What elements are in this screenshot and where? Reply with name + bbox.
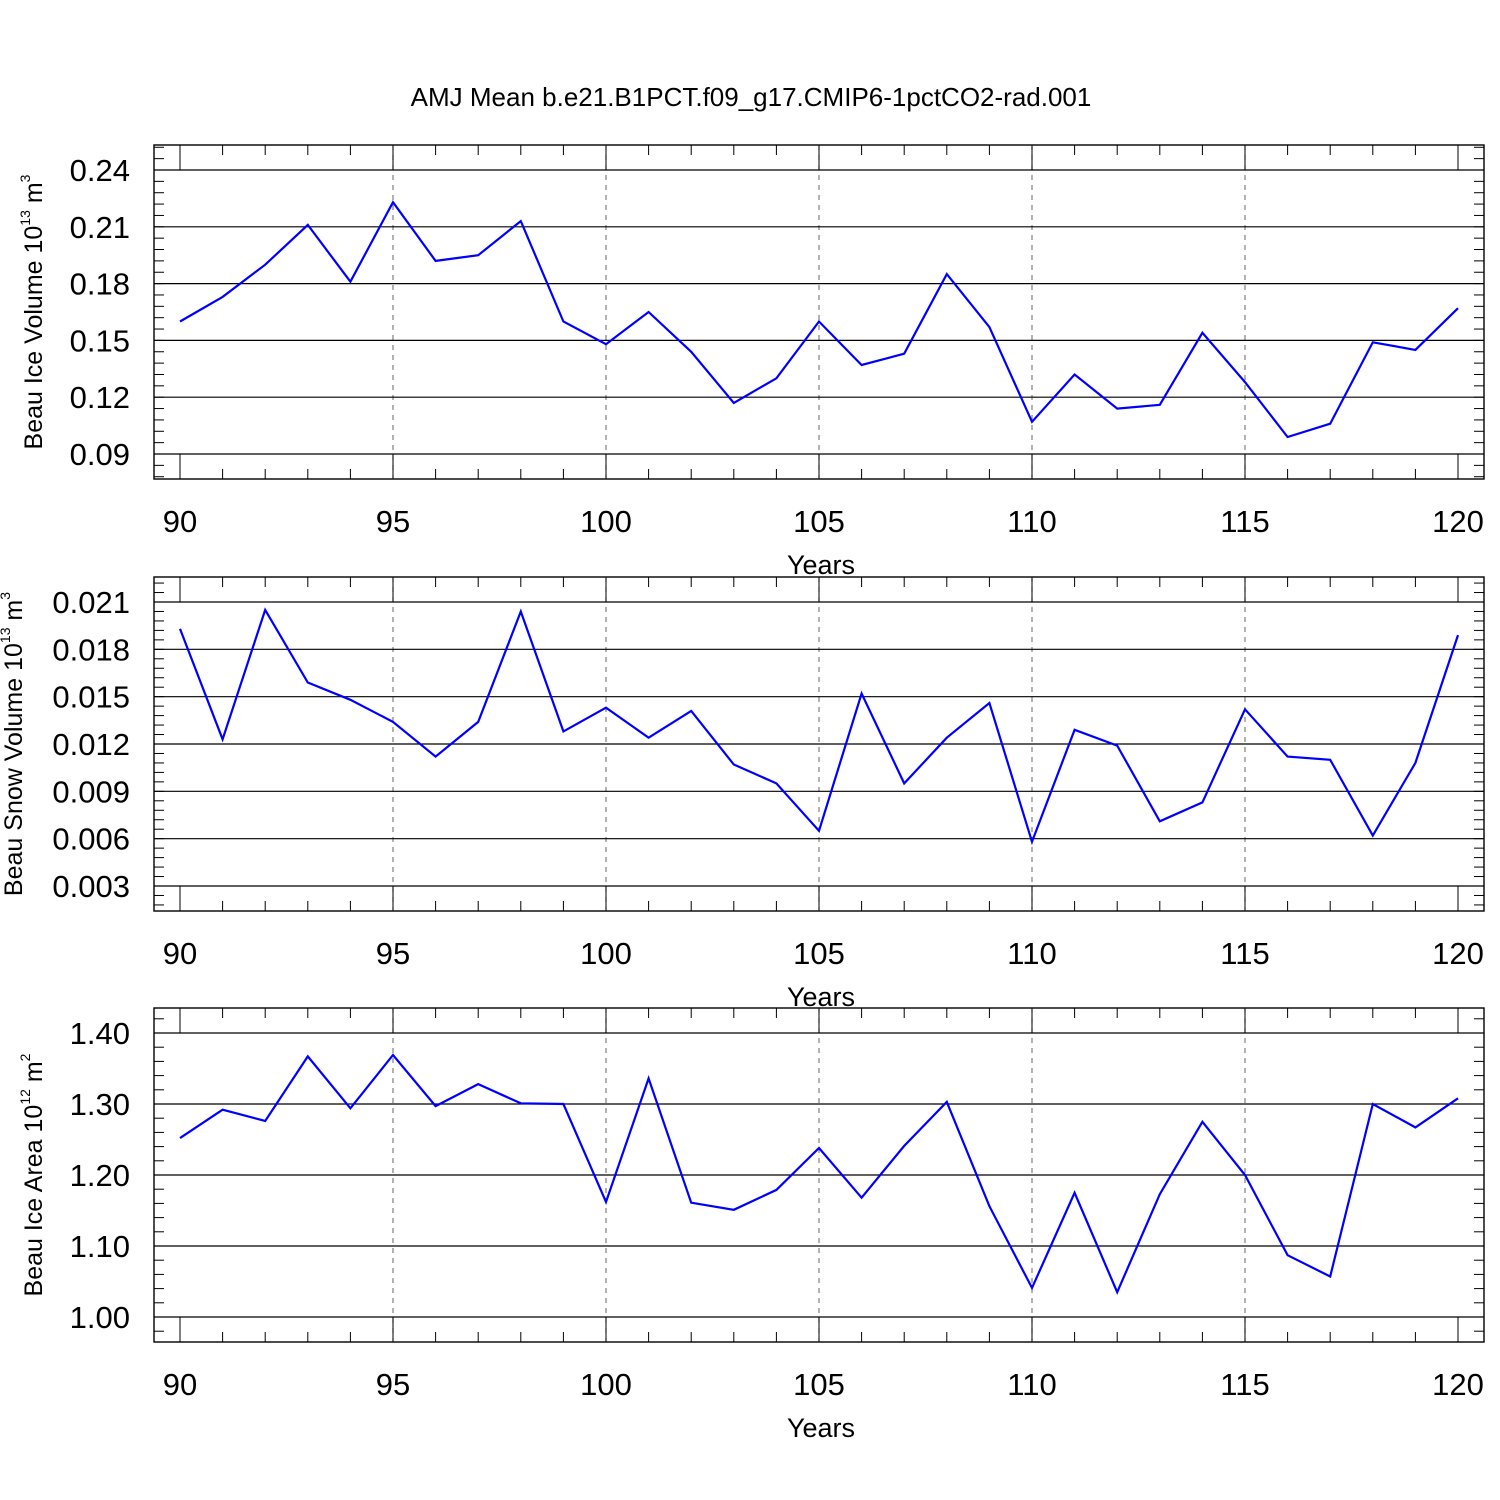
x-tick-label: 95 <box>376 1367 410 1402</box>
y-axis-label: Beau Ice Area 1012 m2 <box>17 1053 48 1296</box>
x-tick-label: 90 <box>163 1367 197 1402</box>
y-tick-label: 0.21 <box>70 210 130 245</box>
series-line <box>179 200 1459 439</box>
x-tick-label: 90 <box>163 504 197 539</box>
y-tick-label: 0.09 <box>70 437 130 472</box>
x-tick-label: 110 <box>1007 936 1056 971</box>
y-tick-label: 1.00 <box>70 1300 130 1335</box>
y-tick-label: 1.30 <box>70 1087 130 1122</box>
series-line <box>179 1053 1459 1295</box>
panel-2: 90 95 100 105 110 115 120 0.003 0.006 0.009 0.012 0… <box>0 576 1485 1012</box>
y-tick-label: 0.021 <box>52 585 130 620</box>
panel-1: 90 95 100 105 110 115 120 0.09 0.12 0.15 0.18 0.21 0… <box>17 144 1485 580</box>
y-tick-label: 1.10 <box>70 1229 130 1264</box>
y-tick-label: 1.40 <box>70 1016 130 1051</box>
y-tick-label: 0.006 <box>52 822 130 857</box>
series-line <box>178 607 1460 846</box>
y-tick-label: 0.003 <box>52 869 130 904</box>
panels: 90 95 100 105 110 115 120 0.09 0.12 0.15 0.18 0.21 0… <box>0 144 1485 1443</box>
x-tick-label: 90 <box>163 936 197 971</box>
x-tick-label: 105 <box>793 936 845 971</box>
y-tick-label: 0.015 <box>52 680 130 715</box>
y-tick-label: 0.24 <box>70 153 130 188</box>
x-tick-label: 120 <box>1432 504 1484 539</box>
x-tick-label: 110 <box>1007 504 1056 539</box>
x-tick-label: 100 <box>580 936 632 971</box>
x-tick-label: 95 <box>376 504 410 539</box>
y-axis-label: Beau Ice Volume 1013 m3 <box>17 174 48 449</box>
y-tick-label: 1.20 <box>70 1158 130 1193</box>
y-tick-label: 0.12 <box>70 380 130 415</box>
y-axis-label: Beau Snow Volume 1013 m3 <box>0 592 28 896</box>
x-tick-label: 120 <box>1432 936 1484 971</box>
y-tick-label: 0.15 <box>70 323 130 358</box>
x-axis-label: Years <box>787 550 855 580</box>
x-tick-label: 115 <box>1220 936 1269 971</box>
y-tick-label: 0.018 <box>52 632 130 667</box>
x-tick-label: 120 <box>1432 1367 1484 1402</box>
x-tick-label: 105 <box>793 504 845 539</box>
y-tick-label: 0.009 <box>52 774 130 809</box>
x-tick-label: 110 <box>1007 1367 1056 1402</box>
figure-title: AMJ Mean b.e21.B1PCT.f09_g17.CMIP6-1pctC… <box>411 82 1092 112</box>
y-tick-label: 0.18 <box>70 267 130 302</box>
x-tick-label: 105 <box>793 1367 845 1402</box>
x-tick-label: 115 <box>1220 1367 1269 1402</box>
x-axis-label: Years <box>787 982 855 1012</box>
panel-3: 90 95 100 105 110 115 120 1.00 1.10 1.20 1.30 1.40 Y… <box>17 1007 1485 1443</box>
x-tick-label: 100 <box>580 504 632 539</box>
x-tick-label: 100 <box>580 1367 632 1402</box>
x-tick-label: 115 <box>1220 504 1269 539</box>
x-tick-label: 95 <box>376 936 410 971</box>
x-axis-label: Years <box>787 1413 855 1443</box>
y-tick-label: 0.012 <box>52 727 130 762</box>
